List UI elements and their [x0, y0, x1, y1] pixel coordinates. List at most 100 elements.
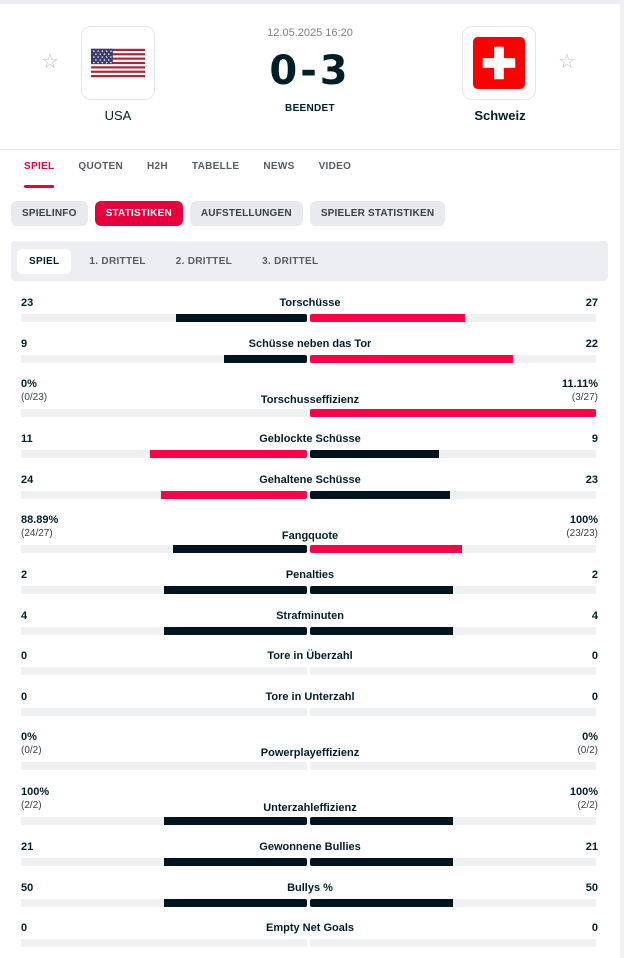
stat-away-value: 0 [591, 922, 598, 934]
stat-row: 0% 11.11% (0/23) (3/27) Torschusseffizienz [0, 367, 620, 422]
away-favorite-star-icon[interactable]: ☆ [558, 51, 576, 73]
stat-away-bar [310, 626, 453, 635]
stat-label: Powerplayeffizienz [260, 747, 360, 759]
stat-home-bar-track [21, 545, 307, 553]
stat-away-bar-track [310, 626, 596, 635]
stat-away-value: 23 [585, 473, 598, 486]
tab-video[interactable]: VIDEO [318, 161, 352, 172]
stat-home-bar-track [21, 898, 307, 907]
period-1-drittel[interactable]: 1. DRITTEL [89, 255, 146, 267]
stat-home-bar-track [21, 858, 307, 866]
stat-home-bar-track [21, 490, 307, 499]
stat-home-bar-track [21, 586, 307, 594]
away-team-name[interactable]: Schweiz [474, 108, 526, 123]
away-team-logo[interactable] [462, 26, 536, 100]
stat-label: Schüsse neben das Tor [248, 337, 372, 350]
stat-away-bar-track [310, 314, 596, 322]
stat-label: Tore in Überzahl [267, 650, 353, 662]
stat-label: Unterzahleffizienz [263, 802, 357, 814]
stat-away-bar [310, 409, 596, 417]
stat-row: 23 27 Torschüsse [0, 286, 620, 327]
tab-news[interactable]: NEWS [263, 161, 295, 172]
home-team-logo[interactable] [81, 26, 155, 100]
period-filter: SPIEL 1. DRITTEL 2. DRITTEL 3. DRITTEL [11, 241, 608, 281]
stat-label: Fangquote [281, 530, 339, 542]
stat-away-bar-track [310, 409, 596, 417]
stat-away-value: 11.11% [561, 378, 598, 390]
stat-home-value: 0% [21, 731, 37, 743]
stat-home-bar [161, 490, 307, 499]
stat-home-bar-track [21, 707, 307, 716]
home-favorite-star-icon[interactable]: ☆ [41, 51, 59, 73]
stat-away-bar [310, 586, 453, 594]
stat-row: 0 0 Tore in Unterzahl [0, 680, 620, 721]
stat-label: Geblockte Schüsse [259, 433, 361, 445]
stat-away-bar-track [310, 817, 596, 825]
stat-home-value: 88.89% [21, 514, 59, 526]
swiss-flag-icon [473, 37, 525, 89]
period-3-drittel[interactable]: 3. DRITTEL [262, 255, 319, 267]
period-2-drittel[interactable]: 2. DRITTEL [175, 255, 233, 267]
stat-away-bar [310, 354, 514, 363]
statistics-list: 23 27 Torschüsse 9 22 Schüsse neben das Tor 0%… [0, 286, 620, 952]
stat-home-bar-track [21, 667, 307, 675]
stat-away-value: 100% [569, 514, 598, 526]
stat-away-bar-track [310, 490, 596, 499]
stat-away-value: 9 [591, 433, 598, 445]
pill-statistiken[interactable]: STATISTIKEN [94, 201, 183, 226]
stat-label: Torschusseffizienz [260, 394, 360, 406]
stat-home-value: 21 [21, 841, 34, 853]
stat-away-value: 2 [591, 569, 598, 581]
stat-home-value: 50 [21, 881, 34, 894]
stat-away-bar-track [310, 354, 596, 363]
stat-row: 9 22 Schüsse neben das Tor [0, 327, 620, 368]
pill-aufstellungen[interactable]: AUFSTELLUNGEN [189, 201, 303, 226]
stat-row: 100% 100% (2/2) (2/2) Unterzahleffizienz [0, 775, 620, 830]
stat-home-bar-track [21, 626, 307, 635]
stat-home-value: 4 [21, 609, 28, 622]
match-status: BEENDET [285, 103, 335, 114]
stat-home-detail: (0/23) [21, 392, 48, 403]
stat-away-bar [310, 314, 466, 322]
stat-home-bar-track [21, 762, 307, 770]
stat-row: 2 2 Penalties [0, 558, 620, 599]
match-header: ☆ USA 12.05.2025 16:2 [0, 4, 620, 150]
stat-away-detail: (23/23) [566, 528, 598, 539]
stat-home-value: 0 [21, 922, 28, 934]
stat-away-bar-track [310, 667, 596, 675]
stat-label: Gewonnene Bullies [259, 841, 361, 853]
tab-h2h[interactable]: H2H [147, 161, 168, 172]
stat-away-bar-track [310, 858, 596, 866]
stat-label: Torschüsse [279, 297, 341, 309]
stat-row: 4 4 Strafminuten [0, 599, 620, 640]
stat-away-bar-track [310, 450, 596, 458]
tab-tabelle[interactable]: TABELLE [191, 161, 240, 172]
stat-label: Bullys % [287, 881, 333, 894]
stat-home-detail: (0/2) [21, 745, 42, 756]
match-score: 0-3 [269, 48, 351, 94]
stat-home-bar [172, 545, 307, 553]
pill-spielinfo[interactable]: SPIELINFO [11, 201, 88, 226]
stat-row: 24 23 Gehaltene Schüsse [0, 463, 620, 504]
top-divider [0, 0, 620, 4]
stat-home-bar [224, 354, 307, 363]
stat-away-bar [310, 898, 453, 907]
stat-row: 11 9 Geblockte Schüsse [0, 422, 620, 463]
stat-label: Empty Net Goals [265, 922, 355, 934]
home-team-name[interactable]: USA [104, 108, 132, 123]
stat-home-value: 0 [21, 650, 28, 662]
stat-row: 88.89% 100% (24/27) (23/23) Fangquote [0, 503, 620, 558]
stat-home-bar-track [21, 817, 307, 825]
stat-away-value: 50 [585, 881, 598, 894]
stat-away-value: 0 [591, 650, 598, 662]
tab-quoten[interactable]: QUOTEN [78, 161, 123, 172]
period-spiel[interactable]: SPIEL [17, 248, 72, 274]
usa-flag-icon [91, 48, 145, 78]
pill-spieler-statistiken[interactable]: SPIELER STATISTIKEN [309, 201, 446, 226]
stat-home-bar [164, 858, 307, 866]
stat-home-bar-track [21, 314, 307, 322]
stat-away-bar-track [310, 545, 596, 553]
tab-spiel[interactable]: SPIEL [12, 150, 66, 188]
stat-away-detail: (3/27) [571, 392, 598, 403]
